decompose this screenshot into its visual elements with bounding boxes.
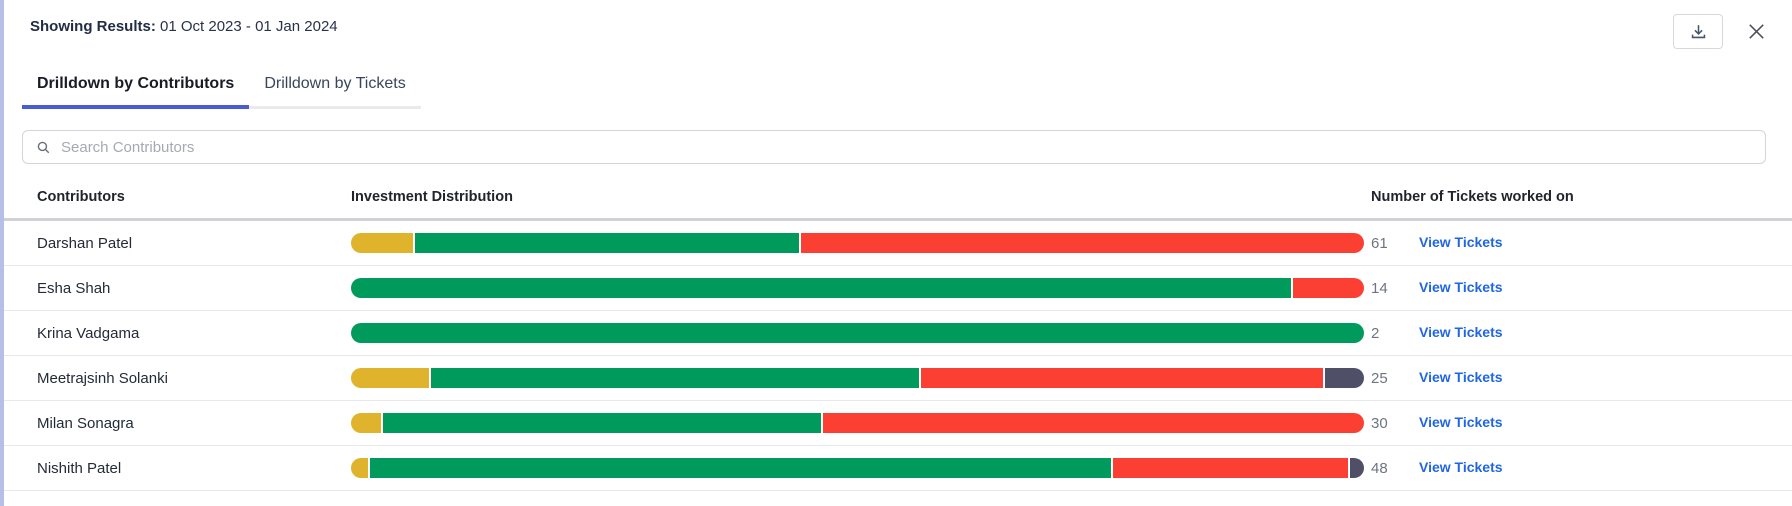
bar-segment-green (431, 368, 920, 388)
bar-segment-yellow (351, 458, 369, 478)
view-tickets-link[interactable]: View Tickets (1419, 234, 1503, 250)
contributor-name: Darshan Patel (37, 234, 133, 252)
bar-segment-green (351, 323, 1364, 343)
search-bar (22, 130, 1766, 164)
tab-bar: Drilldown by Contributors Drilldown by T… (22, 75, 1792, 109)
view-tickets-link[interactable]: View Tickets (1419, 279, 1503, 295)
table-row: Nishith Patel 48 View Tickets (4, 446, 1792, 491)
bar-segment-red (800, 233, 1364, 253)
investment-bar (351, 368, 1364, 388)
table-row: Esha Shah 14 View Tickets (4, 266, 1792, 311)
contributor-name: Milan Sonagra (37, 414, 134, 432)
contributor-name: Krina Vadgama (37, 324, 140, 342)
download-button[interactable] (1673, 14, 1723, 49)
ticket-count: 25 (1371, 369, 1388, 387)
column-header-investment-distribution: Investment Distribution (351, 189, 513, 205)
view-tickets-link[interactable]: View Tickets (1419, 324, 1503, 340)
ticket-count: 2 (1371, 324, 1380, 342)
table-row: Krina Vadgama 2 View Tickets (4, 311, 1792, 356)
view-tickets-link[interactable]: View Tickets (1419, 459, 1503, 475)
download-icon (1689, 22, 1708, 41)
ticket-count: 14 (1371, 279, 1388, 297)
bar-segment-green (351, 278, 1292, 298)
bar-segment-red (822, 413, 1364, 433)
showing-results-text: Showing Results: 01 Oct 2023 - 01 Jan 20… (30, 14, 338, 35)
investment-bar (351, 458, 1364, 478)
bar-segment-green (383, 413, 821, 433)
table-body: Darshan Patel 61 View Tickets Esha Shah … (4, 218, 1792, 491)
close-button[interactable] (1745, 20, 1768, 43)
date-range: 01 Oct 2023 - 01 Jan 2024 (160, 18, 338, 35)
bar-segment-red (1112, 458, 1348, 478)
table-row: Milan Sonagra 30 View Tickets (4, 401, 1792, 446)
investment-bar (351, 278, 1364, 298)
bar-segment-yellow (351, 413, 382, 433)
search-input[interactable] (61, 138, 1753, 156)
bar-segment-yellow (351, 233, 413, 253)
showing-results-label: Showing Results: (30, 18, 156, 35)
tab-drilldown-by-contributors[interactable]: Drilldown by Contributors (22, 75, 250, 109)
ticket-count: 61 (1371, 234, 1388, 252)
contributor-name: Meetrajsinh Solanki (37, 369, 168, 387)
contributor-name: Nishith Patel (37, 459, 122, 477)
bar-segment-green (370, 458, 1111, 478)
search-icon (35, 139, 52, 156)
bar-segment-yellow (351, 368, 429, 388)
close-icon (1745, 20, 1768, 43)
investment-bar (351, 413, 1364, 433)
ticket-count: 48 (1371, 459, 1388, 477)
header-actions (1673, 14, 1768, 49)
contributor-name: Esha Shah (37, 279, 111, 297)
investment-bar (351, 233, 1364, 253)
bar-segment-red (1293, 278, 1364, 298)
table-row: Meetrajsinh Solanki 25 View Tickets (4, 356, 1792, 401)
bar-segment-red (921, 368, 1324, 388)
bar-segment-green (414, 233, 799, 253)
tab-drilldown-by-tickets[interactable]: Drilldown by Tickets (249, 75, 421, 109)
investment-bar (351, 323, 1364, 343)
column-header-number-of-tickets: Number of Tickets worked on (1371, 189, 1574, 205)
column-header-contributors: Contributors (37, 189, 125, 205)
view-tickets-link[interactable]: View Tickets (1419, 414, 1503, 430)
bar-segment-dark (1325, 368, 1364, 388)
table-header: Contributors Investment Distribution Num… (4, 189, 1792, 218)
table-row: Darshan Patel 61 View Tickets (4, 221, 1792, 266)
view-tickets-link[interactable]: View Tickets (1419, 369, 1503, 385)
ticket-count: 30 (1371, 414, 1388, 432)
bar-segment-dark (1349, 458, 1364, 478)
panel-header: Showing Results: 01 Oct 2023 - 01 Jan 20… (4, 0, 1792, 49)
